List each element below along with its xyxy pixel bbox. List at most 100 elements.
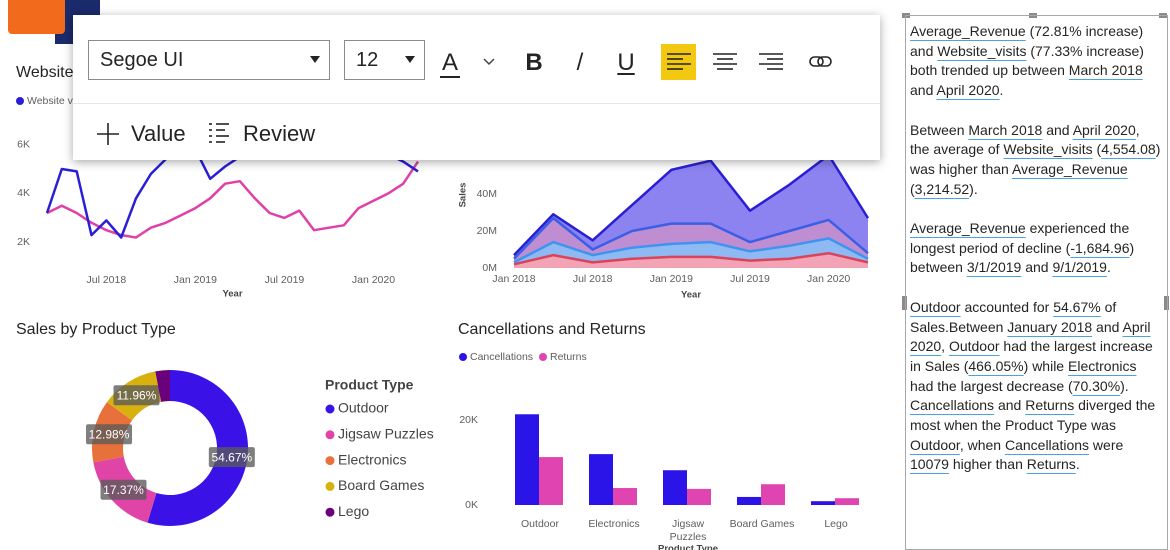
legend-title: Product Type: [325, 377, 414, 393]
bold-button[interactable]: B: [519, 45, 549, 81]
chevron[interactable]: [482, 57, 496, 67]
data-label: 17.37%: [103, 483, 144, 497]
narrative-term: Returns: [1025, 397, 1075, 414]
narrative-text: and: [910, 82, 937, 99]
narrative-term: Outdoor: [910, 436, 960, 453]
value-button[interactable]: Value: [131, 117, 186, 151]
narrative-term: Website_visits: [1003, 141, 1093, 158]
narrative-paragraph: Between March 2018 and April 2020, the a…: [910, 121, 1161, 200]
narrative-term: 9/1/2019: [1052, 259, 1107, 276]
y-tick-label: 20K: [459, 414, 478, 426]
x-tick-label: Jul 2019: [265, 274, 305, 286]
plus-icon[interactable]: [95, 121, 121, 147]
data-label: 12.98%: [89, 427, 130, 441]
bar: [515, 414, 539, 505]
chart-title: Website: [16, 64, 74, 81]
narrative-term: 10079: [910, 456, 949, 473]
underline-button[interactable]: U: [611, 45, 641, 81]
narrative-text: , when: [959, 436, 1005, 453]
narrative-term: Cancellations: [910, 397, 995, 414]
narrative-text: and: [1021, 259, 1053, 276]
narrative-text: ,: [941, 338, 949, 355]
narrative-term: Cancellations: [1004, 436, 1090, 453]
narrative-term: Average_Revenue: [910, 220, 1026, 236]
narrative-term: April 2020: [1072, 121, 1136, 138]
y-tick-label: 0M: [482, 262, 497, 274]
button-label: U: [617, 49, 635, 76]
legend-marker: [16, 97, 24, 105]
review-icon[interactable]: [207, 121, 233, 145]
font-dropdown[interactable]: Segoe UI: [88, 40, 330, 80]
bar: [589, 454, 613, 505]
data-label-bg: [86, 424, 133, 445]
font-color-button[interactable]: A: [435, 45, 465, 81]
series-line: [46, 160, 420, 239]
narrative-term: Website_visits: [937, 42, 1027, 59]
legend-marker: [325, 430, 335, 440]
x-tick-label: Jan 2020: [352, 274, 395, 286]
narrative-term: Average_Revenue: [1011, 160, 1128, 177]
narrative-term: -1,684.96: [1070, 239, 1130, 256]
narrative-term: Outdoor: [910, 298, 961, 315]
narrative-text: (72.81% increase) and: [910, 23, 1144, 59]
narrative-text: of Sales.Between: [910, 298, 1117, 335]
color-bar: [440, 76, 460, 78]
bar: [539, 457, 563, 505]
narrative-text: (77.33% increase) both trended up betwee…: [910, 42, 1144, 79]
narrative-text: , the average of: [910, 121, 1140, 158]
narrative-term: January 2018: [1007, 318, 1093, 335]
dropdown-arrow: [405, 56, 415, 63]
legend-marker: [325, 404, 335, 414]
narrative-term: 4,554.08: [1101, 141, 1156, 158]
align-buttons[interactable]: [661, 44, 841, 80]
x-tick-label: Board Games: [730, 518, 795, 530]
italic-button[interactable]: /: [565, 45, 595, 81]
x-tick-label: Outdoor: [521, 518, 559, 530]
narrative-term: 3/1/2019: [966, 259, 1022, 276]
button-label: B: [525, 49, 543, 76]
narrative-term: 466.05%: [968, 357, 1024, 374]
narrative-term: Outdoor: [948, 338, 1000, 355]
series-line: [513, 153, 870, 256]
review-button[interactable]: Review: [243, 117, 315, 151]
data-label-bg: [208, 447, 255, 468]
x-axis-title: Year: [222, 289, 242, 300]
narrative-text: ) was higher than: [910, 141, 1161, 177]
bar: [613, 488, 637, 505]
button-label: /: [576, 49, 584, 76]
x-tick-label: Jul 2018: [87, 274, 127, 286]
narrative-term: Electronics: [1068, 357, 1137, 374]
data-label: 54.67%: [211, 450, 252, 464]
data-label-bg: [113, 385, 160, 406]
legend-marker: [325, 507, 335, 517]
x-tick-label: Jan 2019: [174, 274, 217, 286]
x-tick-label: Jan 2018: [492, 273, 535, 285]
legend-label: Returns: [550, 351, 587, 363]
narrative-text: experienced the longest period of declin…: [910, 220, 1130, 256]
donut-slice: [147, 370, 249, 527]
narrative-text: .: [999, 82, 1004, 99]
narrative-text: (: [1092, 141, 1102, 158]
narrative-term: April 2020: [910, 318, 1151, 355]
series-line: [513, 216, 869, 260]
y-tick-label: 2K: [17, 236, 30, 248]
x-tick-label: Jul 2019: [730, 273, 770, 285]
bar: [663, 470, 687, 505]
legend-marker: [459, 353, 467, 361]
narrative-text: and: [994, 397, 1026, 414]
x-tick-label: Jul 2018: [573, 273, 613, 285]
size-dropdown[interactable]: 12: [344, 40, 425, 80]
narrative-text: diverged the most when the Product Type …: [910, 397, 1156, 434]
legend-label: Cancellations: [470, 351, 533, 363]
legend-label: Electronics: [338, 451, 406, 467]
narrative-text: .: [1106, 259, 1111, 276]
x-tick-label: Jigsaw Puzzles: [670, 518, 707, 543]
narrative-text: ).: [969, 180, 978, 197]
dropdown-arrow: [310, 56, 320, 63]
narrative-text: (: [910, 180, 915, 197]
donut-slice: [155, 370, 170, 402]
bar: [737, 496, 761, 505]
narrative-text: and: [1042, 121, 1073, 138]
y-tick-label: 6K: [17, 138, 30, 150]
